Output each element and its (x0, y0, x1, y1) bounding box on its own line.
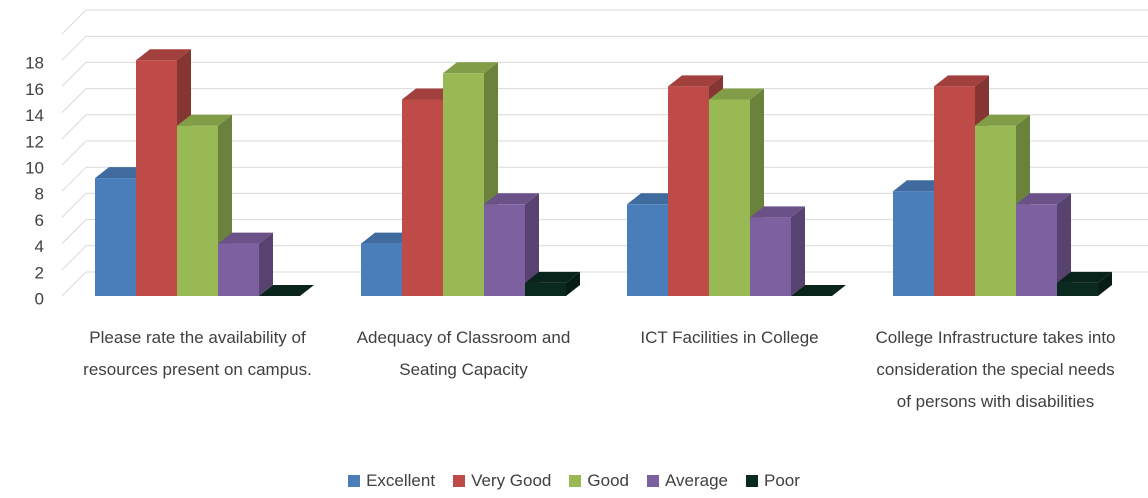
bar-side (566, 271, 580, 296)
bar-front (1016, 204, 1057, 296)
bar-front (177, 125, 218, 296)
bar-front (484, 204, 525, 296)
legend-item: Average (646, 471, 728, 491)
bar-side (259, 232, 273, 296)
grid-line (61, 114, 1148, 140)
legend-label: Good (587, 471, 629, 490)
y-tick-label: 6 (35, 211, 44, 230)
y-tick-label: 10 (25, 158, 44, 177)
bar-top (443, 62, 498, 74)
bar-top (791, 285, 846, 296)
bar-side (1057, 193, 1071, 296)
bar (791, 285, 846, 296)
bar-top (1016, 193, 1071, 205)
bar-front (136, 60, 177, 297)
y-tick-label: 12 (25, 132, 44, 151)
wall-edge (61, 9, 87, 35)
bar-front (668, 86, 709, 297)
bar (1016, 193, 1071, 296)
bar-top (259, 285, 314, 296)
bar-front (95, 178, 136, 296)
bar-front (975, 125, 1016, 296)
grid-line (61, 61, 1148, 87)
y-tick-label: 8 (35, 185, 44, 204)
bar-front (402, 99, 443, 296)
bar-front (525, 282, 566, 296)
bar-top (934, 75, 989, 87)
bar (177, 114, 232, 296)
grid-line (61, 192, 1148, 218)
bar-top (525, 271, 580, 283)
legend: Excellent Very Good Good Average Poor (0, 471, 1148, 491)
legend-label: Poor (764, 471, 800, 490)
bar-front (1057, 282, 1098, 296)
legend-swatch (453, 475, 466, 487)
bar (218, 232, 273, 296)
legend-swatch (569, 475, 582, 487)
legend-label: Average (664, 471, 728, 490)
legend-swatch (348, 475, 361, 487)
bar (750, 206, 805, 296)
bar-top (484, 193, 539, 205)
bar (484, 193, 539, 296)
bar-top (709, 88, 764, 100)
y-tick-label: 4 (35, 237, 44, 256)
bar-front (218, 243, 259, 296)
bar-front (709, 99, 750, 296)
x-tick-label: College Infrastructure takes into consid… (875, 328, 1116, 411)
y-tick-label: 16 (25, 80, 44, 99)
grid-line (61, 166, 1148, 192)
grid-line (61, 35, 1148, 61)
legend-label: Very Good (471, 471, 552, 490)
legend-item: Good (569, 471, 629, 491)
bar (1057, 271, 1112, 296)
bar-side (525, 193, 539, 296)
bar-top (1057, 271, 1112, 283)
y-tick-label: 14 (25, 106, 44, 125)
y-tick-label: 2 (35, 263, 44, 282)
bar-top (218, 232, 273, 244)
plot: 0 2 4 6 8 10 12 14 16 18 (25, 9, 1148, 308)
bar (525, 271, 580, 296)
bar-front (627, 204, 668, 296)
bar-side (1098, 271, 1112, 296)
bar-top (136, 49, 191, 61)
bar-front (893, 191, 934, 296)
bar-top (668, 75, 723, 87)
y-tick-label: 18 (25, 54, 44, 73)
legend-item: Very Good (453, 471, 551, 491)
legend-label: Excellent (366, 471, 436, 490)
x-tick-label: Please rate the availability of resource… (83, 328, 312, 379)
bar-side (791, 206, 805, 296)
bar-top (975, 114, 1030, 126)
bar-front (934, 86, 975, 297)
bar (259, 285, 314, 296)
legend-item: Excellent (348, 471, 435, 491)
bar-front (750, 217, 791, 296)
grid-line (61, 88, 1148, 113)
y-tick-label: 0 (35, 289, 44, 308)
x-tick-label: Adequacy of Classroom and Seating Capaci… (356, 328, 571, 379)
bar-front (361, 243, 402, 296)
x-tick-label: ICT Facilities in College (640, 328, 819, 347)
legend-swatch (746, 475, 758, 487)
bar-top (750, 206, 805, 218)
bar-top (177, 114, 232, 126)
grid-line (61, 140, 1148, 166)
bar-front (443, 73, 484, 296)
legend-swatch (646, 475, 659, 487)
legend-item: Poor (746, 471, 800, 491)
